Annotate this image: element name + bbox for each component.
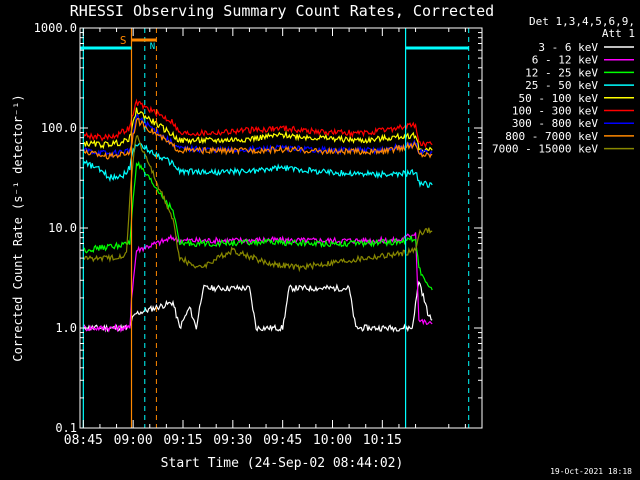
x-tick-label: 09:00	[114, 433, 153, 448]
y-tick-label: 0.1	[55, 421, 77, 435]
series-line-6	[82, 98, 433, 149]
legend-label-9: 7000 - 15000 keV	[492, 143, 598, 156]
y-tick-label: 10.0	[48, 221, 77, 235]
legend-label-5: 50 - 100 keV	[519, 92, 599, 105]
y-tick-label: 1000.0	[34, 21, 77, 35]
x-axis-label: Start Time (24-Sep-02 08:44:02)	[161, 456, 404, 471]
series-layer	[82, 98, 433, 333]
generation-timestamp: 19-Oct-2021 18:18	[550, 467, 632, 476]
y-tick-label: 100.0	[41, 121, 77, 135]
series-line-5	[83, 107, 433, 153]
y-axis-label: Corrected Count Rate (s⁻¹ detector⁻¹)	[11, 94, 25, 361]
legend-label-4: 25 - 50 keV	[525, 79, 598, 92]
status-bar-label: N	[150, 42, 155, 52]
series-line-3	[82, 160, 433, 291]
series-line-8	[82, 117, 433, 160]
legend-header-line2: Att 1	[602, 27, 635, 40]
legend-header-line1: Det 1,3,4,5,6,9,	[529, 15, 635, 28]
series-line-1	[82, 280, 433, 333]
series-line-2	[82, 232, 433, 333]
legend-label-8: 800 - 7000 keV	[505, 130, 598, 143]
legend-label-6: 100 - 300 keV	[512, 105, 598, 118]
legend-label-7: 300 - 800 keV	[512, 117, 598, 130]
axis-layer: 0.1 1.0 10.0 100.0 1000.0 08:45 09:00 09:15 09:3…	[34, 21, 482, 448]
chart-title: RHESSI Observing Summary Count Rates, Co…	[70, 2, 494, 20]
legend-label-1: 3 - 6 keV	[538, 41, 598, 54]
y-tick-label: 1.0	[55, 321, 77, 335]
x-tick-label: 09:15	[163, 433, 202, 448]
flag-bar-label: S	[120, 34, 127, 47]
series-line-4	[82, 142, 433, 188]
series-line-9	[82, 135, 433, 273]
legend-label-2: 6 - 12 keV	[532, 54, 599, 67]
x-tick-label: 08:45	[64, 433, 103, 448]
x-tick-label: 10:15	[363, 433, 402, 448]
x-tick-label: 10:00	[313, 433, 352, 448]
x-tick-label: 09:30	[213, 433, 252, 448]
legend-label-3: 12 - 25 keV	[525, 66, 598, 79]
x-tick-label: 09:45	[263, 433, 302, 448]
